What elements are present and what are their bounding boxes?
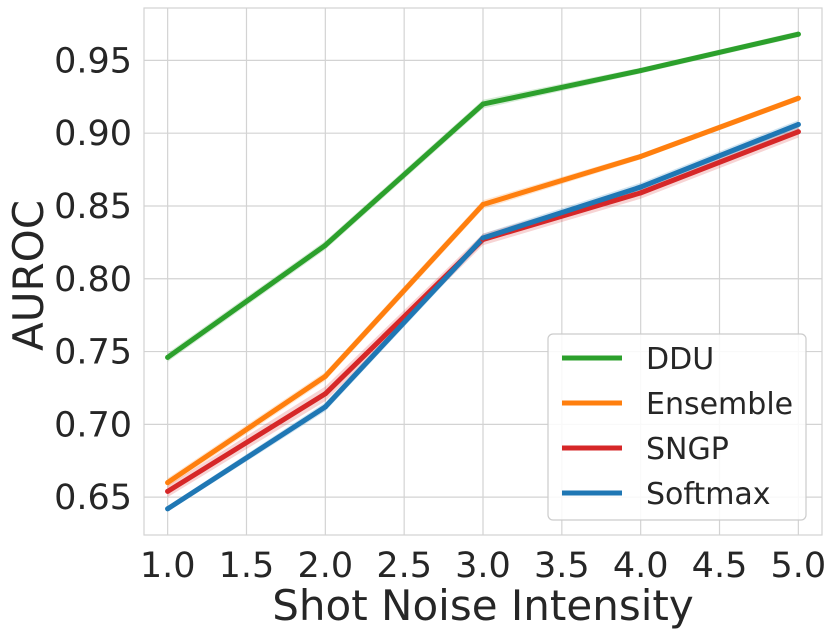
point-ensemble <box>322 373 328 379</box>
point-ddu <box>480 101 486 107</box>
legend-box <box>547 333 807 521</box>
y-tick-label: 0.80 <box>54 260 132 300</box>
series-points <box>165 31 801 512</box>
legend-label-softmax: Softmax <box>646 477 771 512</box>
legend-label-sngp: SNGP <box>646 432 729 467</box>
point-sngp <box>795 129 801 135</box>
x-tick-label: 2.0 <box>297 546 353 586</box>
point-sngp <box>322 391 328 397</box>
x-tick-label: 1.5 <box>219 546 275 586</box>
point-softmax <box>480 235 486 241</box>
legend-label-ddu: DDU <box>646 342 714 377</box>
x-tick-label: 2.5 <box>376 546 432 586</box>
legend: DDU Ensemble SNGP Softmax <box>547 333 807 521</box>
x-tick-label: 4.0 <box>613 546 669 586</box>
point-softmax <box>165 506 171 512</box>
point-ensemble <box>795 95 801 101</box>
point-sngp <box>165 488 171 494</box>
point-ddu <box>322 242 328 248</box>
y-tick-label: 0.65 <box>54 478 132 518</box>
x-axis-label: Shot Noise Intensity <box>272 581 693 630</box>
x-tick-label: 4.5 <box>692 546 748 586</box>
point-ddu <box>638 68 644 74</box>
y-tick-label: 0.90 <box>54 114 132 154</box>
y-axis-label: AUROC <box>4 200 53 351</box>
x-tick-label: 5.0 <box>771 546 827 586</box>
point-softmax <box>322 404 328 410</box>
legend-label-ensemble: Ensemble <box>646 387 793 422</box>
y-tick-label: 0.70 <box>54 405 132 445</box>
point-softmax <box>638 184 644 190</box>
point-ensemble <box>165 480 171 486</box>
x-tick-label: 3.5 <box>534 546 590 586</box>
point-ensemble <box>480 202 486 208</box>
point-ensemble <box>638 153 644 159</box>
point-ddu <box>795 31 801 37</box>
y-tick-label: 0.95 <box>54 41 132 81</box>
point-softmax <box>795 121 801 127</box>
y-tick-label: 0.85 <box>54 187 132 227</box>
x-tick-label: 1.0 <box>140 546 196 586</box>
x-tick-label: 3.0 <box>455 546 511 586</box>
tick-labels: 1.0 1.5 2.0 2.5 3.0 3.5 4.0 4.5 5.0 0.65 0.70 0.75 0… <box>54 41 826 586</box>
y-tick-label: 0.75 <box>54 333 132 373</box>
point-sngp <box>638 190 644 196</box>
plot-frame <box>143 7 823 536</box>
point-ddu <box>165 354 171 360</box>
